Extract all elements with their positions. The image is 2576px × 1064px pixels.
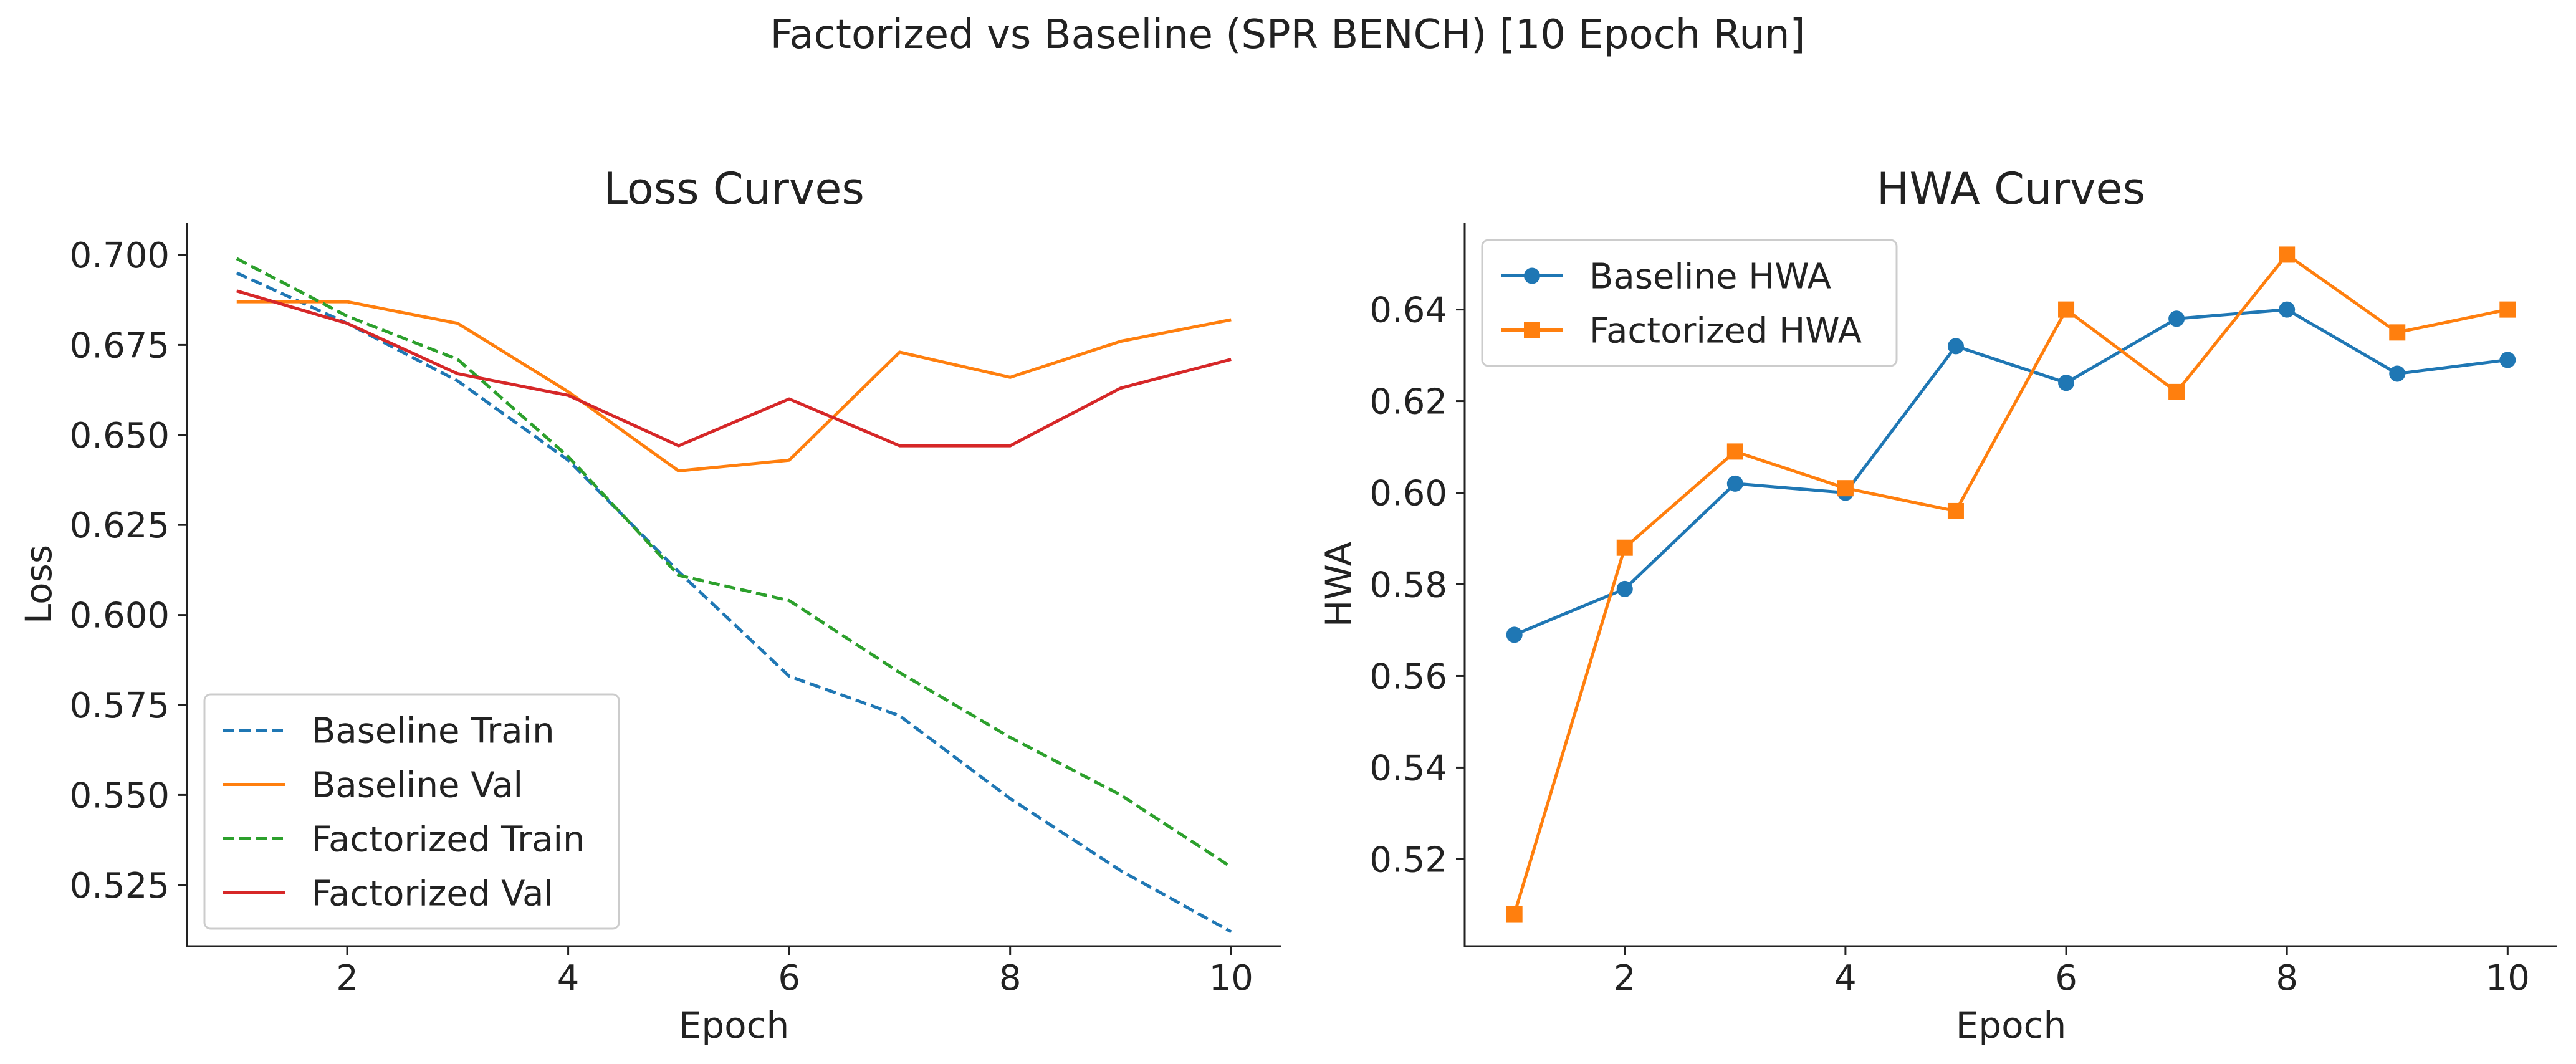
hwa-curves-x-tick-label: 8	[2276, 958, 2298, 999]
loss-curves-y-tick-label: 0.700	[70, 236, 170, 276]
loss-curves-title: Loss Curves	[603, 163, 864, 214]
loss-curves-legend: Baseline Train Baseline Val Factorized Tra…	[203, 693, 620, 930]
baseline-hwa-point	[2279, 301, 2296, 318]
factorized-train-legend-label: Factorized Train	[312, 820, 585, 860]
baseline-val-line	[236, 300, 1232, 473]
hwa-curves-y-tick-label: 0.62	[1369, 382, 1447, 423]
baseline-hwa-point	[2168, 310, 2185, 327]
factorized-hwa-legend-label: Factorized HWA	[1589, 311, 1862, 352]
hwa-curves-y-axis-label: HWA	[1318, 541, 1360, 627]
factorized-val-line	[236, 289, 1232, 448]
hwa-curves-x-tick-label: 10	[2486, 958, 2530, 999]
factorized-hwa-point	[2279, 246, 2296, 263]
loss-curves-x-tick-label: 6	[778, 958, 800, 999]
baseline-hwa-line	[1513, 308, 2508, 636]
factorized-hwa-point	[2058, 301, 2075, 318]
loss-curves-x-tick-label: 8	[999, 958, 1022, 999]
loss-curves-legend-box	[203, 693, 620, 930]
loss-curves-y-tick-label: 0.650	[70, 416, 170, 456]
hwa-curves-panel: HWA Curves 2 4 6 8 10 0.52 0.54 0.56 0.58 0.60 0.62…	[1318, 163, 2557, 1047]
factorized-hwa-point	[1616, 539, 1633, 556]
hwa-curves-y-tick-label: 0.58	[1369, 565, 1447, 606]
loss-curves-x-tick-label: 10	[1209, 958, 1253, 999]
hwa-curves-y-tick-label: 0.60	[1369, 474, 1447, 514]
factorized-hwa-point	[2168, 383, 2185, 400]
factorized-hwa-point	[1837, 480, 1854, 497]
loss-curves-y-tick-label: 0.675	[70, 325, 170, 366]
baseline-hwa-point	[1616, 580, 1633, 597]
hwa-curves-y-tick-label: 0.56	[1369, 656, 1447, 697]
hwa-curves-x-tick-label: 6	[2055, 958, 2077, 999]
factorized-train-line	[236, 257, 1232, 869]
hwa-curves-y-tick-label: 0.54	[1369, 748, 1447, 788]
hwa-curves-legend: Baseline HWA Factorized HWA	[1481, 239, 1898, 367]
loss-curves-x-tick-label: 4	[557, 958, 580, 999]
loss-curves-y-tick-label: 0.550	[70, 775, 170, 816]
factorized-hwa-point	[1726, 443, 1743, 460]
hwa-curves-y-tick-label: 0.52	[1369, 840, 1447, 880]
baseline-hwa-point	[1947, 338, 1964, 355]
hwa-curves-legend-box	[1481, 239, 1898, 367]
hwa-curves-title: HWA Curves	[1877, 163, 2145, 214]
loss-curves-x-axis-label: Epoch	[679, 1004, 790, 1047]
loss-curves-y-tick-label: 0.600	[70, 596, 170, 636]
loss-curves-y-tick-label: 0.575	[70, 686, 170, 726]
factorized-hwa-point	[2499, 301, 2516, 318]
baseline-hwa-point	[2058, 375, 2075, 391]
hwa-curves-x-axis-label: Epoch	[1956, 1004, 2067, 1047]
loss-curves-y-tick-label: 0.625	[70, 506, 170, 546]
factorized-val-legend-label: Factorized Val	[312, 874, 553, 914]
baseline-train-line	[236, 271, 1232, 934]
factorized-hwa-legend-marker	[1524, 322, 1540, 338]
baseline-hwa-point	[2389, 365, 2406, 382]
loss-curves-y-tick-label: 0.525	[70, 866, 170, 906]
loss-curves-y-axis-label: Loss	[17, 545, 60, 624]
baseline-val-legend-label: Baseline Val	[312, 765, 523, 806]
factorized-hwa-point	[2389, 324, 2406, 341]
factorized-hwa-line	[1513, 252, 2508, 915]
loss-curves-panel: Loss Curves 2 4 6 8 10 0.525 0.550 0.575 0.600 0.6…	[17, 163, 1281, 1047]
baseline-hwa-point	[2499, 352, 2516, 368]
hwa-curves-x-tick-label: 4	[1834, 958, 1857, 999]
baseline-train-legend-label: Baseline Train	[312, 711, 555, 752]
figure-title: Factorized vs Baseline (SPR BENCH) [10 E…	[770, 12, 1806, 58]
factorized-hwa-point	[1947, 502, 1964, 519]
loss-curves-x-tick-label: 2	[336, 958, 358, 999]
baseline-hwa-point	[1726, 475, 1743, 492]
factorized-hwa-point	[1506, 906, 1523, 923]
baseline-hwa-legend-marker	[1524, 267, 1540, 284]
hwa-curves-y-tick-label: 0.64	[1369, 290, 1447, 331]
hwa-curves-x-tick-label: 2	[1614, 958, 1636, 999]
baseline-hwa-point	[1506, 626, 1523, 643]
baseline-hwa-legend-label: Baseline HWA	[1589, 257, 1831, 297]
